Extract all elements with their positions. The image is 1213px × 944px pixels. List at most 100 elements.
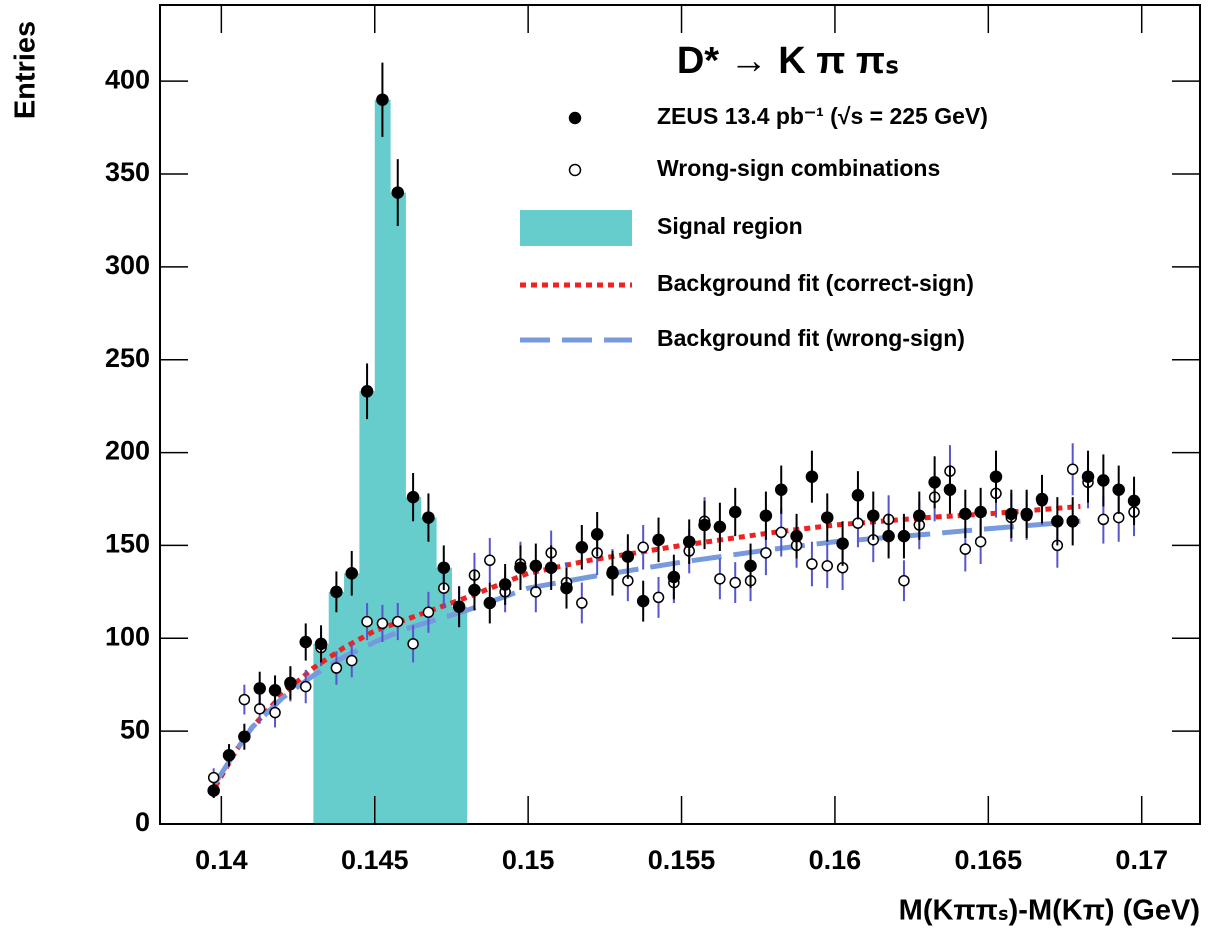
data-point bbox=[729, 576, 741, 589]
data-point bbox=[544, 561, 558, 574]
legend-label: Background fit (correct-sign) bbox=[657, 270, 974, 296]
data-point bbox=[1127, 494, 1141, 508]
data-point bbox=[422, 511, 435, 524]
signal-bar bbox=[328, 591, 345, 824]
data-point bbox=[652, 533, 665, 547]
data-point bbox=[1066, 515, 1079, 528]
x-axis-label: M(Kππₛ)-M(Kπ) (GeV) bbox=[899, 895, 1200, 927]
data-point bbox=[498, 578, 512, 591]
x-tick-label: 0.15 bbox=[502, 845, 555, 875]
data-point bbox=[590, 528, 604, 541]
data-point bbox=[1097, 513, 1110, 526]
data-point bbox=[821, 511, 834, 524]
data-point bbox=[483, 596, 497, 610]
data-point bbox=[575, 541, 589, 554]
data-point bbox=[898, 574, 910, 587]
legend-marker bbox=[568, 163, 582, 177]
data-point bbox=[207, 771, 220, 784]
data-point bbox=[376, 93, 389, 106]
chart-title: D* → K π πₛ bbox=[677, 40, 899, 82]
plot-frame bbox=[159, 4, 1201, 825]
data-point bbox=[851, 489, 865, 502]
data-point bbox=[852, 517, 864, 529]
data-point bbox=[713, 520, 727, 534]
data-point bbox=[636, 594, 650, 608]
data-point bbox=[698, 518, 711, 532]
data-point bbox=[529, 559, 543, 573]
data-point bbox=[744, 559, 757, 573]
data-point bbox=[682, 535, 696, 548]
data-point bbox=[253, 682, 266, 695]
legend-swatch bbox=[520, 210, 632, 246]
x-tick-label: 0.165 bbox=[955, 845, 1023, 875]
data-point bbox=[299, 680, 312, 693]
legend-label: ZEUS 13.4 pb⁻¹ (√s = 225 GeV) bbox=[657, 103, 988, 129]
signal-bar bbox=[344, 573, 360, 824]
data-point bbox=[576, 597, 588, 609]
data-point bbox=[238, 730, 251, 743]
data-point bbox=[1112, 511, 1125, 524]
data-point bbox=[806, 558, 818, 570]
y-tick-label: 0 bbox=[135, 807, 150, 837]
y-tick-label: 300 bbox=[105, 250, 150, 280]
data-point bbox=[959, 507, 972, 521]
signal-bar bbox=[451, 606, 468, 824]
data-point bbox=[269, 706, 281, 719]
data-point bbox=[392, 615, 404, 628]
data-point bbox=[943, 483, 957, 496]
y-axis-label: Entries bbox=[10, 21, 42, 119]
x-tick-label: 0.14 bbox=[195, 845, 248, 875]
data-point bbox=[330, 585, 343, 599]
data-point bbox=[1066, 463, 1079, 476]
y-tick-label: 150 bbox=[105, 529, 150, 559]
x-tick-label: 0.16 bbox=[809, 845, 862, 875]
data-point bbox=[621, 550, 635, 563]
data-point bbox=[836, 537, 849, 550]
data-point bbox=[637, 541, 649, 554]
data-point bbox=[760, 547, 772, 559]
x-tick-label: 0.17 bbox=[1115, 845, 1168, 875]
data-point bbox=[361, 615, 373, 628]
data-point bbox=[422, 606, 435, 619]
signal-bar bbox=[436, 567, 452, 824]
y-tick-label: 50 bbox=[120, 714, 150, 744]
x-tick-label: 0.155 bbox=[648, 845, 716, 875]
data-point bbox=[253, 703, 266, 715]
signal-bar bbox=[390, 192, 406, 825]
data-point bbox=[222, 749, 236, 762]
data-point bbox=[867, 509, 880, 522]
data-point bbox=[1097, 474, 1110, 487]
data-point bbox=[759, 509, 773, 522]
data-point bbox=[345, 654, 358, 667]
legend-label: Background fit (wrong-sign) bbox=[657, 325, 965, 351]
data-point bbox=[330, 662, 343, 674]
data-point bbox=[207, 784, 220, 797]
data-point bbox=[667, 570, 681, 584]
data-point bbox=[606, 567, 619, 580]
data-point bbox=[484, 554, 496, 567]
data-point bbox=[775, 526, 787, 539]
data-point bbox=[530, 586, 542, 598]
data-point bbox=[345, 567, 358, 580]
data-point bbox=[514, 561, 527, 574]
data-point bbox=[299, 635, 312, 649]
data-point bbox=[406, 490, 420, 504]
data-point bbox=[959, 543, 972, 555]
data-point bbox=[1051, 515, 1064, 528]
data-point bbox=[407, 638, 419, 650]
data-point bbox=[314, 637, 328, 651]
data-point bbox=[560, 581, 573, 595]
legend-label: Signal region bbox=[657, 213, 803, 239]
signal-bar bbox=[374, 99, 391, 824]
data-point bbox=[1005, 507, 1018, 521]
data-point bbox=[1020, 507, 1033, 521]
data-point bbox=[1112, 483, 1125, 496]
data-point bbox=[913, 509, 926, 522]
data-point bbox=[989, 470, 1003, 483]
signal-bar bbox=[313, 643, 330, 824]
data-point bbox=[928, 476, 941, 489]
data-point bbox=[652, 591, 665, 604]
data-point bbox=[897, 529, 911, 543]
data-point bbox=[728, 505, 742, 519]
